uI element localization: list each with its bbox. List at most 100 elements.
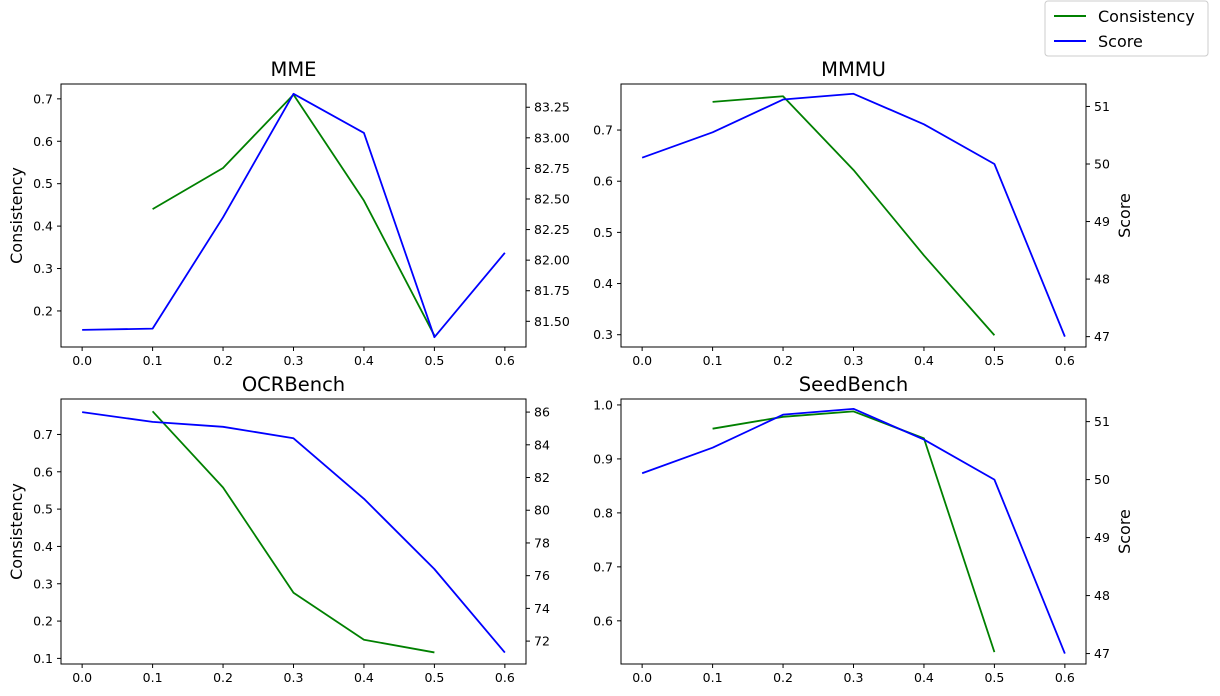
series-line-score-mmmu xyxy=(641,92,1066,337)
y-left-tick-label: 0.6 xyxy=(33,464,53,479)
x-tick-label: 0.0 xyxy=(632,670,652,685)
x-tick-label: 0.2 xyxy=(213,670,233,685)
x-tick-label: 0.1 xyxy=(143,670,163,685)
y-right-tick-label: 81.50 xyxy=(534,314,570,329)
y-left-tick-label: 0.3 xyxy=(33,576,53,591)
y-right-tick-label: 86 xyxy=(534,405,550,420)
x-tick-label: 0.5 xyxy=(984,353,1004,368)
x-tick-label: 0.4 xyxy=(914,670,934,685)
y-left-tick-label: 0.7 xyxy=(593,559,613,574)
y-right-tick-label: 82.00 xyxy=(534,253,570,268)
x-tick-label: 0.6 xyxy=(495,670,515,685)
y-left-tick-label: 0.3 xyxy=(593,327,613,342)
y-right-tick-label: 82.75 xyxy=(534,161,570,176)
series-line-score-ocrbench xyxy=(82,411,506,654)
x-tick-label: 0.3 xyxy=(844,670,864,685)
y-right-tick-label: 83.25 xyxy=(534,100,570,115)
legend-label-score: Score xyxy=(1098,32,1143,51)
y-left-tick-label: 0.6 xyxy=(593,174,613,189)
x-tick-label: 0.1 xyxy=(143,353,163,368)
series-line-consistency-seedbench xyxy=(712,410,996,653)
y-right-tick-label: 76 xyxy=(534,568,550,583)
series-line-score-mme xyxy=(82,92,506,339)
x-tick-label: 0.5 xyxy=(424,670,444,685)
x-tick-label: 0.1 xyxy=(703,353,723,368)
x-tick-label: 0.0 xyxy=(72,670,92,685)
chart-mmmu: 0.0 0.1 0.2 0.3 0.4 0.5 0.6 0.3 0.4 0.5 0.6 0.7 47 48… xyxy=(593,58,1134,368)
y-right-tick-label: 50 xyxy=(1094,156,1110,171)
x-tick-label: 0.4 xyxy=(914,353,934,368)
y-left-tick-label: 0.6 xyxy=(33,134,53,149)
y-left-tick-label: 0.4 xyxy=(593,276,613,291)
chart-seedbench: 0.0 0.1 0.2 0.3 0.4 0.5 0.6 0.6 0.7 0.8 0.9 1.0 47 48… xyxy=(593,373,1134,685)
y-right-tick-label: 81.75 xyxy=(534,283,570,298)
y-left-tick-label: 0.9 xyxy=(593,451,613,466)
y-right-tick-label: 83.00 xyxy=(534,130,570,145)
y-right-axis-label-seedbench: Score xyxy=(1115,509,1134,554)
legend: Consistency Score xyxy=(1044,0,1209,57)
x-tick-label: 0.6 xyxy=(1055,670,1075,685)
y-right-tick-label: 82.50 xyxy=(534,191,570,206)
x-tick-label: 0.3 xyxy=(284,670,304,685)
x-tick-label: 0.0 xyxy=(72,353,92,368)
y-right-tick-label: 50 xyxy=(1094,472,1110,487)
y-right-tick-label: 78 xyxy=(534,535,550,550)
x-tick-label: 0.6 xyxy=(1055,353,1075,368)
y-right-tick-label: 72 xyxy=(534,634,550,649)
y-left-axis-label-ocrbench: Consistency xyxy=(7,483,26,580)
y-left-tick-label: 0.7 xyxy=(33,427,53,442)
x-tick-label: 0.2 xyxy=(773,670,793,685)
y-left-tick-label: 0.4 xyxy=(33,539,53,554)
x-tick-label: 0.3 xyxy=(844,353,864,368)
y-left-tick-label: 0.4 xyxy=(33,219,53,234)
x-tick-label: 0.5 xyxy=(984,670,1004,685)
y-right-tick-label: 47 xyxy=(1094,329,1110,344)
x-tick-label: 0.4 xyxy=(354,353,374,368)
x-tick-label: 0.6 xyxy=(495,353,515,368)
chart-ocrbench: 0.0 0.1 0.2 0.3 0.4 0.5 0.6 0.1 0.2 0.3 0.4 0.5 0.6 0… xyxy=(7,373,550,685)
x-tick-label: 0.1 xyxy=(703,670,723,685)
series-line-consistency-ocrbench xyxy=(151,410,435,654)
x-tick-label: 0.3 xyxy=(284,353,304,368)
y-left-tick-label: 0.5 xyxy=(593,225,613,240)
y-right-tick-label: 74 xyxy=(534,601,550,616)
x-tick-label: 0.4 xyxy=(354,670,374,685)
y-right-tick-label: 82.25 xyxy=(534,222,570,237)
chart-title-mmmu: MMMU xyxy=(821,58,886,81)
y-left-tick-label: 0.8 xyxy=(593,505,613,520)
y-right-tick-label: 84 xyxy=(534,437,550,452)
y-right-tick-label: 48 xyxy=(1094,588,1110,603)
y-right-tick-label: 47 xyxy=(1094,646,1110,661)
y-left-tick-label: 0.6 xyxy=(593,613,613,628)
chart-mme: 0.0 0.1 0.2 0.3 0.4 0.5 0.6 0.2 0.3 0.4 0.5 0.6 0.7 8… xyxy=(7,58,570,368)
x-tick-label: 0.2 xyxy=(773,353,793,368)
y-left-tick-label: 0.2 xyxy=(33,303,53,318)
legend-frame xyxy=(1044,0,1209,57)
y-right-tick-label: 48 xyxy=(1094,272,1110,287)
series-line-score-seedbench xyxy=(641,407,1066,654)
legend-label-consistency: Consistency xyxy=(1098,7,1195,26)
y-right-axis-label-mmmu: Score xyxy=(1115,193,1134,238)
chart-title-mme: MME xyxy=(271,58,317,81)
y-left-tick-label: 0.1 xyxy=(33,651,53,666)
chart-title-ocrbench: OCRBench xyxy=(242,373,345,396)
x-tick-label: 0.0 xyxy=(632,353,652,368)
series-line-consistency-mmmu xyxy=(712,95,996,336)
y-right-tick-label: 49 xyxy=(1094,530,1110,545)
y-left-tick-label: 0.5 xyxy=(33,502,53,517)
y-left-tick-label: 0.5 xyxy=(33,176,53,191)
y-left-tick-label: 0.7 xyxy=(593,123,613,138)
y-left-tick-label: 0.3 xyxy=(33,261,53,276)
y-right-tick-label: 51 xyxy=(1094,414,1110,429)
chart-panels: 0.0 0.1 0.2 0.3 0.4 0.5 0.6 0.2 0.3 0.4 0.5 0.6 0.7 8… xyxy=(7,58,1134,685)
y-right-tick-label: 49 xyxy=(1094,214,1110,229)
x-tick-label: 0.2 xyxy=(213,353,233,368)
y-left-tick-label: 1.0 xyxy=(593,397,613,412)
y-right-tick-label: 82 xyxy=(534,470,550,485)
y-left-axis-label-mme: Consistency xyxy=(7,167,26,264)
chart-title-seedbench: SeedBench xyxy=(799,373,909,396)
y-left-tick-label: 0.2 xyxy=(33,614,53,629)
x-tick-label: 0.5 xyxy=(424,353,444,368)
